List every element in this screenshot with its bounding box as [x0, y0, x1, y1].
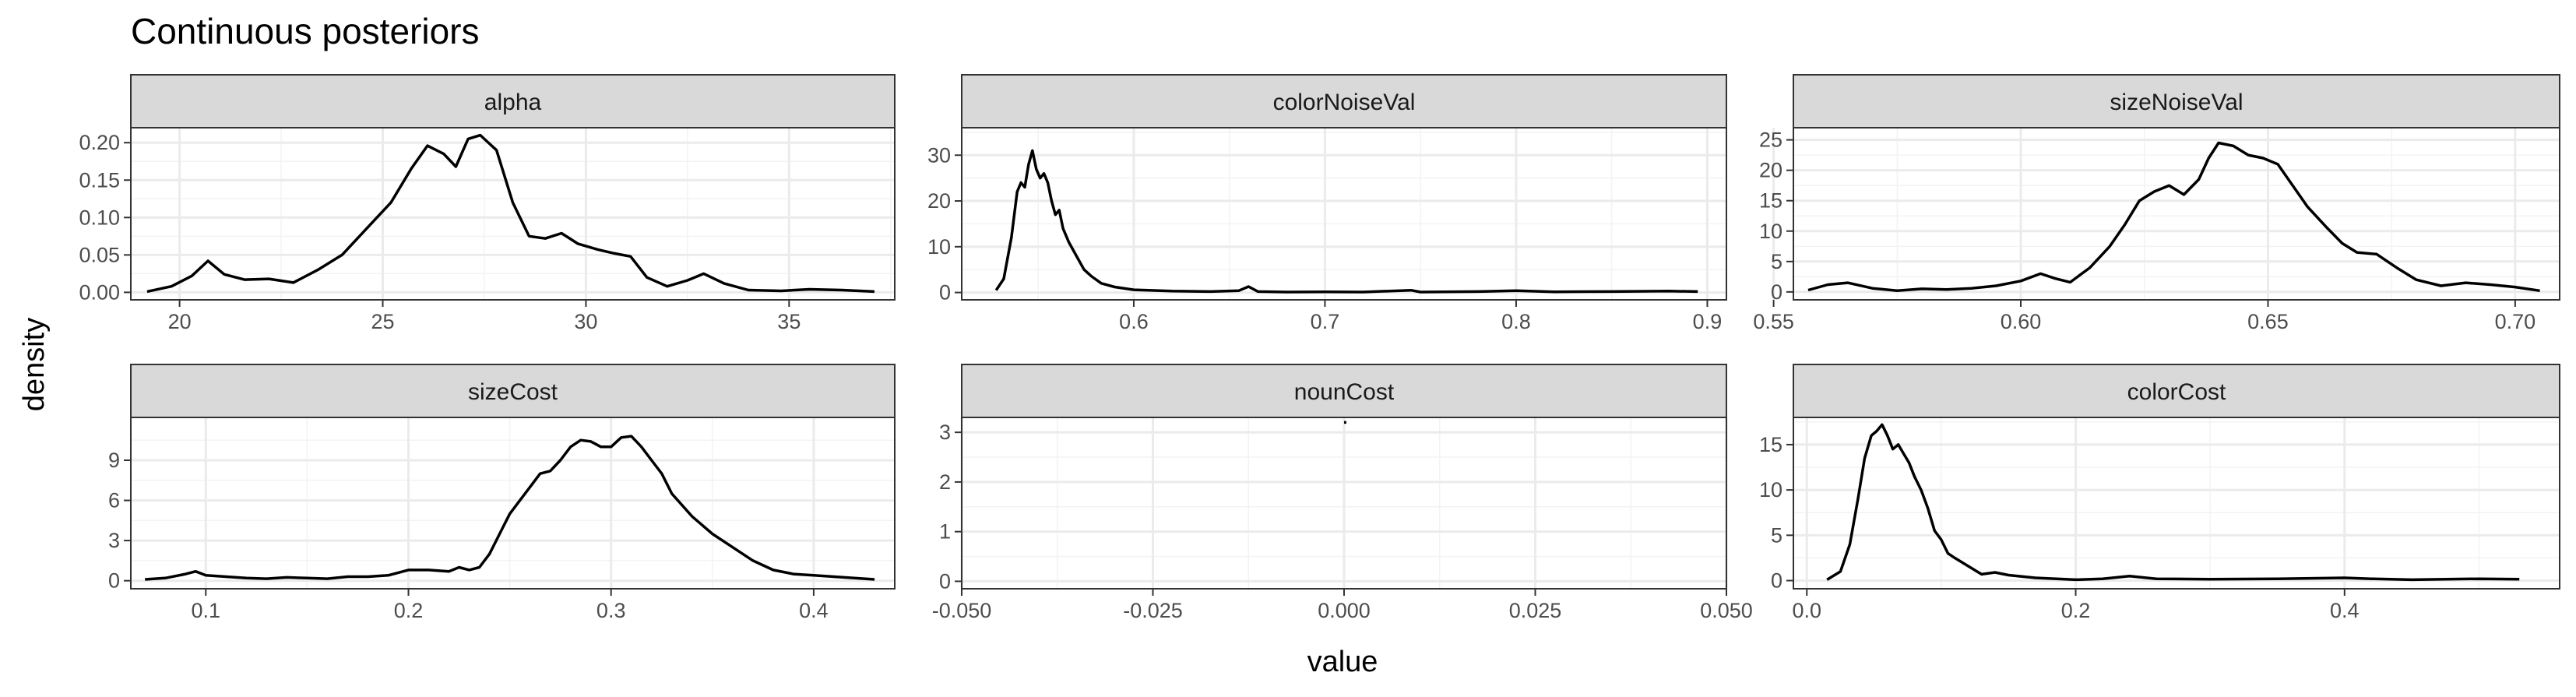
facet-strip [1793, 74, 2560, 128]
density-line-sizeNoiseVal [1807, 141, 2540, 293]
x-tick-label: 0.65 [2247, 310, 2289, 333]
x-tick-label: 0.2 [2061, 599, 2091, 622]
x-axis-title: value [1307, 646, 1378, 678]
y-tick-label: 2 [939, 470, 951, 494]
y-tick-label: 10 [927, 235, 951, 259]
x-tick-label: 0.6 [1119, 310, 1149, 333]
facet-strip [961, 364, 1727, 418]
y-tick-label: 0 [1771, 569, 1782, 593]
y-tick-label: 6 [108, 489, 120, 512]
density-line-colorNoiseVal [994, 149, 1698, 294]
facet-strip-label: nounCost [1294, 379, 1395, 405]
y-tick-label: 15 [1759, 189, 1782, 213]
chart-title: Continuous posteriors [131, 11, 479, 51]
x-tick-label: 0.3 [596, 599, 626, 622]
facet-sizeCost: 0.1 0.2 0.3 0.4 0 3 6 9 sizeCost [108, 364, 896, 622]
panel-background [131, 128, 895, 300]
y-tick-label: 0.20 [79, 131, 120, 154]
panel-background [1793, 417, 2560, 589]
y-tick-label: 5 [1771, 523, 1782, 547]
x-tick-label: 0.050 [1700, 599, 1753, 622]
panel-background [1793, 128, 2560, 300]
y-tick-label: 20 [927, 189, 951, 213]
x-tick-label: 0.4 [2330, 599, 2360, 622]
y-tick-label: 0 [939, 281, 951, 304]
x-tick-label: 0.000 [1318, 599, 1371, 622]
y-tick-label: 0.05 [79, 243, 120, 266]
y-tick-label: 10 [1759, 478, 1782, 502]
x-tick-label: 0.1 [192, 599, 221, 622]
facet-sizeNoiseVal: 0.55 0.60 0.65 0.70 0 5 10 15 20 25 sizeNoiseVal [1753, 74, 2560, 333]
x-tick-label: 0.70 [2495, 310, 2536, 333]
x-tick-label: 0.7 [1311, 310, 1340, 333]
facet-strip [961, 74, 1727, 128]
y-tick-label: 30 [927, 143, 951, 167]
y-tick-label: 0.00 [79, 280, 120, 304]
x-tick-label: 25 [371, 310, 394, 333]
x-tick-label: 0.55 [1753, 310, 1794, 333]
x-tick-label: 30 [574, 310, 597, 333]
facet-strip-label: sizeCost [468, 379, 558, 405]
x-tick-label: 35 [777, 310, 801, 333]
y-tick-label: 1 [939, 520, 951, 544]
facet-strip-label: sizeNoiseVal [2110, 90, 2243, 115]
facet-strip-label: colorNoiseVal [1273, 90, 1416, 115]
y-tick-label: 10 [1759, 220, 1782, 243]
panel-background [131, 417, 895, 589]
x-tick-label: -0.050 [932, 599, 992, 622]
x-tick-label: 0.9 [1693, 310, 1723, 333]
x-tick-label: 0.025 [1509, 599, 1562, 622]
y-tick-label: 0.15 [79, 168, 120, 192]
y-tick-label: 0 [939, 569, 951, 593]
facet-alpha: 20 25 30 35 0.00 0.05 0.10 0.15 0.20 alpha [79, 74, 896, 333]
y-tick-label: 0 [108, 569, 120, 593]
y-tick-label: 25 [1759, 128, 1782, 152]
facet-colorCost: 0.0 0.2 0.4 0 5 10 15 colorCost [1759, 364, 2560, 622]
y-tick-label: 9 [108, 449, 120, 472]
density-line-colorCost [1826, 423, 2520, 582]
y-tick-label: 0 [1771, 280, 1782, 304]
facet-strip [130, 364, 896, 418]
x-tick-label: 0.2 [394, 599, 424, 622]
x-tick-label: 0.4 [799, 599, 829, 622]
y-tick-label: 15 [1759, 433, 1782, 456]
x-tick-label: -0.025 [1123, 599, 1183, 622]
facet-strip-label: alpha [484, 90, 542, 115]
y-tick-label: 3 [939, 421, 951, 444]
density-line-sizeCost [145, 435, 875, 581]
y-tick-label: 20 [1759, 159, 1782, 182]
x-tick-label: 0.0 [1792, 599, 1821, 622]
panel-background [962, 128, 1726, 300]
x-tick-label: 20 [168, 310, 192, 333]
facet-strip [1793, 364, 2560, 418]
facet-strip [130, 74, 896, 128]
density-line-alpha [146, 133, 875, 294]
y-tick-label: 0.10 [79, 206, 120, 229]
y-axis-title: density [18, 318, 51, 411]
y-tick-label: 5 [1771, 250, 1782, 273]
facet-colorNoiseVal: 0.6 0.7 0.8 0.9 0 10 20 30 colorNoiseVal [927, 74, 1727, 333]
x-tick-label: 0.8 [1501, 310, 1531, 333]
x-tick-label: 0.60 [2001, 310, 2042, 333]
y-tick-label: 3 [108, 529, 120, 552]
facet-nounCost: -0.050 -0.025 0.000 0.025 0.050 0 1 2 3 nounCost [932, 364, 1753, 622]
facet-strip-label: colorCost [2127, 379, 2226, 405]
